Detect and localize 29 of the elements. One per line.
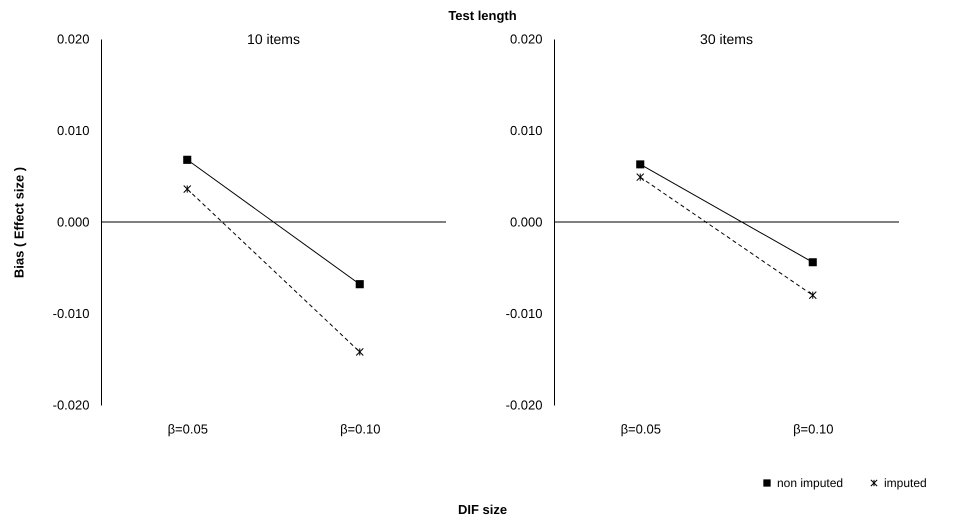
x-axis-title: DIF size (456, 502, 508, 517)
chart-title: 30 items (700, 31, 753, 47)
y-tick-label: -0.020 (506, 398, 542, 412)
x-tick-label: β=0.10 (793, 422, 834, 436)
y-tick-label: -0.010 (52, 306, 90, 321)
y-tick-label: 0.010 (56, 123, 90, 138)
y-tick-label: -0.010 (506, 306, 542, 321)
text: Test length (447, 8, 518, 23)
chart-title: 10 items (247, 31, 300, 47)
y-tick-label: 0.020 (56, 32, 90, 46)
y-tick-label: 0.000 (56, 214, 90, 230)
point (356, 348, 364, 356)
y-axis-title: Bias ( Effect size ) (12, 166, 27, 278)
point (183, 156, 192, 164)
y-tick-label: 0.010 (510, 123, 542, 138)
y-tick-label: 0.000 (510, 214, 542, 230)
x-tick-label: β=0.05 (620, 422, 661, 436)
legend-label: non imputed (777, 476, 844, 490)
y-tick-label: -0.020 (52, 398, 90, 412)
point (808, 258, 817, 266)
x-tick-label: β=0.05 (168, 422, 208, 436)
x-tick-label: β=0.10 (340, 422, 380, 436)
legend-label: imputed (884, 476, 927, 490)
point (183, 185, 192, 194)
y-tick-label: 0.020 (510, 32, 542, 46)
point (636, 160, 644, 168)
point (808, 291, 817, 300)
point (356, 280, 364, 288)
point (636, 173, 644, 182)
